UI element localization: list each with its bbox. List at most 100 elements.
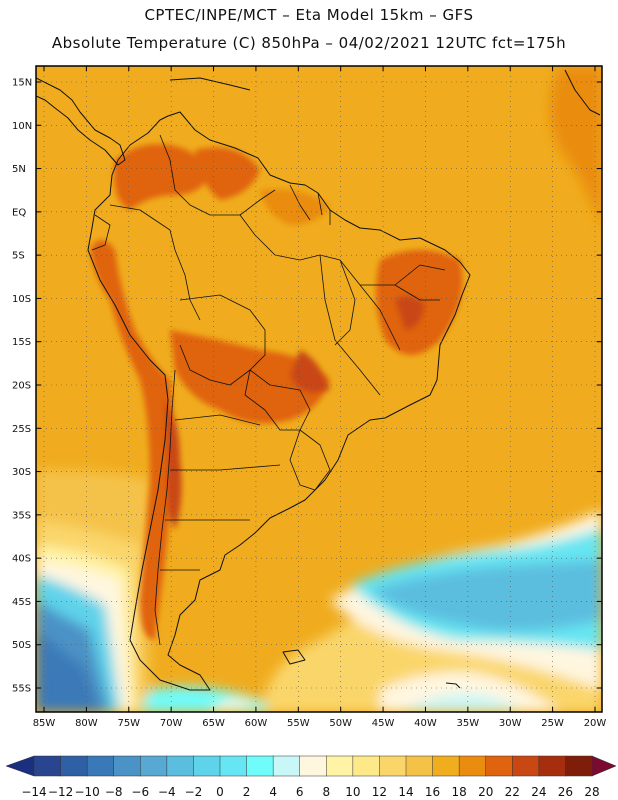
lon-label: 55W (287, 718, 310, 729)
colorbar-label: −4 (158, 785, 176, 799)
colorbar-swatch (538, 755, 566, 777)
colorbar-label: 24 (531, 785, 546, 799)
caribbean-islands (169, 69, 601, 116)
lat-label: 50S (12, 640, 31, 651)
colorbar-label: −14 (21, 785, 46, 799)
lat-label: 35S (12, 510, 31, 521)
colorbar-swatch (432, 755, 460, 777)
temperature-field (36, 66, 602, 712)
colorbar-high-arrow (591, 755, 617, 777)
south-america-coast (87, 111, 471, 691)
latitude-labels: 15N 10N 5N EQ 5S 10S 15S 20S 25S 30S 35S 40S 45S 50S 5… (12, 78, 32, 695)
lon-label: 50W (329, 718, 352, 729)
lat-label: 45S (12, 597, 31, 608)
colorbar-label: 6 (296, 785, 304, 799)
lon-label: 80W (75, 718, 98, 729)
lon-label: 35W (457, 718, 480, 729)
colorbar-label: −2 (185, 785, 203, 799)
colorbar-swatch (166, 755, 194, 777)
map-title-line2: Absolute Temperature (C) 850hPa – 04/02/… (51, 34, 567, 52)
longitude-labels: 85W 80W 75W 70W 65W 60W 55W 50W 45W 40W 35W 30W 25W 2… (33, 718, 607, 729)
colorbar-swatch (352, 755, 380, 777)
colorbar-label: 2 (243, 785, 251, 799)
land-hotspots (90, 144, 463, 640)
border-brazil-interior (239, 214, 401, 351)
border-argentina-chile (154, 369, 176, 646)
colorbar-label: −8 (105, 785, 123, 799)
lon-label: 75W (117, 718, 140, 729)
temperature-map: 15N 10N 5N EQ 5S 10S 15S 20S 25S 30S 35S 40S 45S 50S 5… (12, 65, 607, 729)
colorbar-label: 4 (269, 785, 277, 799)
colorbar-label: 22 (505, 785, 520, 799)
colorbar-swatches (5, 755, 617, 777)
colorbar-swatch (219, 755, 248, 777)
lat-label: EQ (12, 207, 26, 218)
map-title-line1: CPTEC/INPE/MCT – Eta Model 15km – GFS (144, 6, 474, 24)
colorbar-label: 12 (372, 785, 387, 799)
colorbar-swatch (326, 755, 354, 777)
lat-label: 5N (12, 164, 26, 175)
lon-label: 45W (372, 718, 395, 729)
lat-label: 15N (12, 78, 32, 89)
colorbar-label: −10 (74, 785, 99, 799)
lon-label: 70W (160, 718, 183, 729)
colorbar-swatch (565, 755, 593, 777)
country-borders (91, 134, 446, 646)
colorbar-label: 14 (398, 785, 413, 799)
lon-label: 20W (584, 718, 607, 729)
colorbar-swatch (113, 755, 141, 777)
map-frame (35, 65, 603, 713)
border-guianas (289, 184, 331, 225)
colorbar-swatch (86, 755, 115, 777)
colorbar: −14 −12 −10 −8 −6 −4 −2 0 2 4 6 8 10 12 14 16 18 20 22 24 26… (5, 755, 617, 799)
lat-label: 10S (12, 294, 31, 305)
colorbar-swatch (140, 755, 168, 777)
border-bolivia (179, 294, 266, 386)
colorbar-label: −6 (131, 785, 149, 799)
colorbar-label: 10 (345, 785, 360, 799)
lon-label: 65W (202, 718, 225, 729)
central-america-coast (36, 77, 126, 166)
border-uruguay (289, 429, 331, 491)
border-ecuador (91, 214, 111, 251)
lon-label: 30W (499, 718, 522, 729)
colorbar-label: 8 (322, 785, 330, 799)
colorbar-swatch (60, 755, 88, 777)
colorbar-swatch (246, 755, 274, 777)
falklands (282, 649, 306, 665)
colorbar-swatch (379, 755, 407, 777)
colorbar-label: 16 (425, 785, 440, 799)
colorbar-swatch (485, 755, 513, 777)
colorbar-swatch (512, 755, 540, 777)
lat-label: 10N (12, 121, 32, 132)
colorbar-swatch (458, 755, 487, 777)
border-colombia-peru (109, 204, 176, 251)
colorbar-label: 0 (216, 785, 224, 799)
colorbar-swatch (299, 755, 327, 777)
lat-label: 15S (12, 337, 31, 348)
lat-label: 20S (12, 381, 31, 392)
colorbar-labels: −14 −12 −10 −8 −6 −4 −2 0 2 4 6 8 10 12 14 16 18 20 22 24 26… (21, 785, 599, 799)
colorbar-swatch (193, 755, 221, 777)
border-peru-brazil (174, 249, 201, 321)
coastlines (36, 69, 601, 691)
colorbar-label: 20 (478, 785, 493, 799)
border-venezuela-colombia (159, 134, 276, 216)
colorbar-low-arrow (5, 755, 35, 777)
south-georgia (445, 682, 461, 689)
lon-label: 60W (245, 718, 268, 729)
lat-label: 55S (12, 684, 31, 695)
lon-label: 40W (414, 718, 437, 729)
colorbar-label: 28 (584, 785, 599, 799)
colorbar-label: −12 (48, 785, 73, 799)
lon-label: 85W (33, 718, 56, 729)
lat-label: 30S (12, 467, 31, 478)
lat-label: 5S (12, 251, 25, 262)
lat-label: 25S (12, 424, 31, 435)
colorbar-label: 18 (452, 785, 467, 799)
colorbar-label: 26 (558, 785, 573, 799)
lat-label: 40S (12, 554, 31, 565)
lon-label: 25W (541, 718, 564, 729)
colorbar-swatch (405, 755, 434, 777)
axis-ticks (36, 66, 602, 712)
